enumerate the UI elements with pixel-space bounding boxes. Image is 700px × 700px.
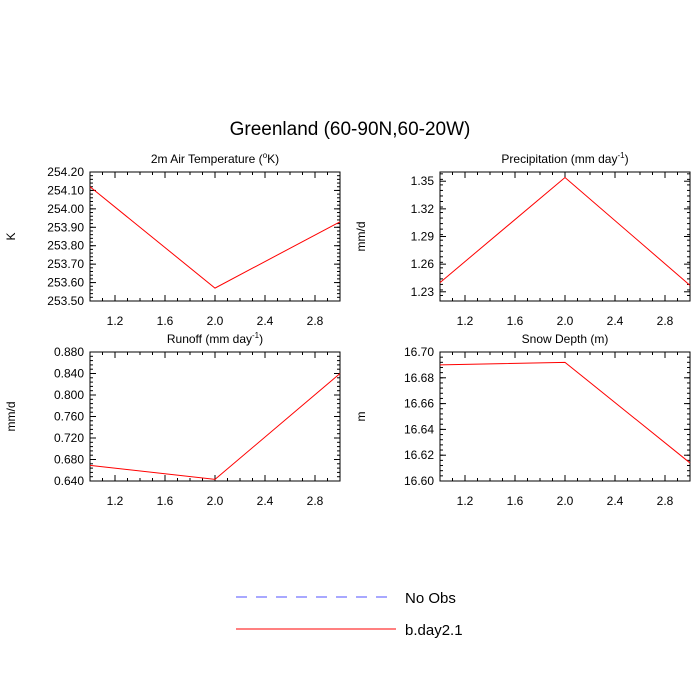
- x-tick-label: 2.4: [607, 314, 624, 328]
- x-tick-label: 1.2: [457, 314, 474, 328]
- y-tick-label: 254.00: [47, 202, 84, 216]
- y-tick-label: 16.70: [404, 345, 434, 359]
- x-tick-label: 1.6: [507, 494, 524, 508]
- y-tick-label: 253.50: [47, 294, 84, 308]
- y-tick-label: 253.90: [47, 220, 84, 234]
- y-axis-label: K: [4, 232, 18, 240]
- x-tick-label: 2.4: [607, 494, 624, 508]
- x-tick-label: 2.8: [307, 494, 324, 508]
- x-tick-label: 2.8: [657, 314, 674, 328]
- x-tick-label: 2.8: [307, 314, 324, 328]
- y-tick-label: 254.20: [47, 165, 84, 179]
- y-tick-label: 16.66: [404, 397, 434, 411]
- legend: No Obs b.day2.1: [236, 590, 463, 639]
- y-tick-label: 253.70: [47, 257, 84, 271]
- y-tick-label: 16.64: [404, 422, 434, 436]
- x-tick-label: 2.0: [557, 314, 574, 328]
- series-line-b-day2-1: [439, 361, 691, 464]
- legend-label-1: No Obs: [405, 590, 456, 607]
- plot-frame: [439, 351, 691, 482]
- panels: 2m Air Temperature (oK) K 1.2 1.6 2.0 2.4 2.8 2…: [4, 151, 691, 508]
- y-tick-label: 1.23: [411, 285, 435, 299]
- y-tick-label: 16.68: [404, 371, 434, 385]
- series-line-b-day2-1: [89, 186, 341, 289]
- x-tick-label: 2.0: [557, 494, 574, 508]
- series-line-b-day2-1: [89, 373, 341, 480]
- panel-1: 2m Air Temperature (oK) K 1.2 1.6 2.0 2.4 2.8 2…: [4, 151, 341, 328]
- series-line-b-day2-1: [439, 176, 691, 286]
- panel-3: Runoff (mm day-1) mm/d 1.2 1.6 2.0 2.4 2.8 0.64…: [4, 331, 341, 508]
- x-tick-label: 1.2: [107, 494, 124, 508]
- panel-title: Precipitation (mm day-1): [501, 151, 628, 166]
- plot-frame: [89, 171, 341, 302]
- x-tick-label: 1.2: [107, 314, 124, 328]
- x-tick-label: 2.8: [657, 494, 674, 508]
- y-axis-label: mm/d: [4, 402, 18, 432]
- y-tick-label: 1.35: [411, 174, 435, 188]
- x-tick-label: 2.4: [257, 494, 274, 508]
- x-tick-label: 1.2: [457, 494, 474, 508]
- x-tick-label: 2.0: [207, 494, 224, 508]
- plot-frame: [439, 171, 691, 302]
- y-tick-label: 253.80: [47, 239, 84, 253]
- y-tick-label: 1.26: [411, 257, 435, 271]
- y-tick-label: 16.60: [404, 474, 434, 488]
- y-tick-label: 253.60: [47, 276, 84, 290]
- panel-4: Snow Depth (m) m 1.2 1.6 2.0 2.4 2.8 16.60 16.62…: [354, 332, 691, 508]
- x-tick-label: 1.6: [507, 314, 524, 328]
- panel-title: 2m Air Temperature (oK): [151, 151, 279, 166]
- panel-title: Runoff (mm day-1): [167, 331, 263, 346]
- y-tick-label: 254.10: [47, 183, 84, 197]
- y-tick-label: 0.640: [54, 474, 84, 488]
- y-tick-label: 0.840: [54, 367, 84, 381]
- x-tick-label: 1.6: [157, 494, 174, 508]
- legend-label-2: b.day2.1: [405, 622, 463, 639]
- y-tick-label: 0.880: [54, 345, 84, 359]
- y-axis-label: m: [354, 412, 368, 422]
- y-axis-label: mm/d: [354, 222, 368, 252]
- x-tick-label: 2.4: [257, 314, 274, 328]
- x-tick-label: 1.6: [157, 314, 174, 328]
- x-tick-label: 2.0: [207, 314, 224, 328]
- y-tick-label: 0.720: [54, 431, 84, 445]
- y-tick-label: 1.29: [411, 230, 435, 244]
- plot-frame: [89, 351, 341, 482]
- y-tick-label: 16.62: [404, 448, 434, 462]
- panel-2: Precipitation (mm day-1) mm/d 1.2 1.6 2.0 2.4…: [354, 151, 691, 328]
- y-tick-label: 0.760: [54, 410, 84, 424]
- figure-title: Greenland (60-90N,60-20W): [230, 119, 471, 140]
- y-tick-label: 0.680: [54, 453, 84, 467]
- panel-title: Snow Depth (m): [522, 332, 609, 346]
- y-tick-label: 1.32: [411, 202, 435, 216]
- y-tick-label: 0.800: [54, 388, 84, 402]
